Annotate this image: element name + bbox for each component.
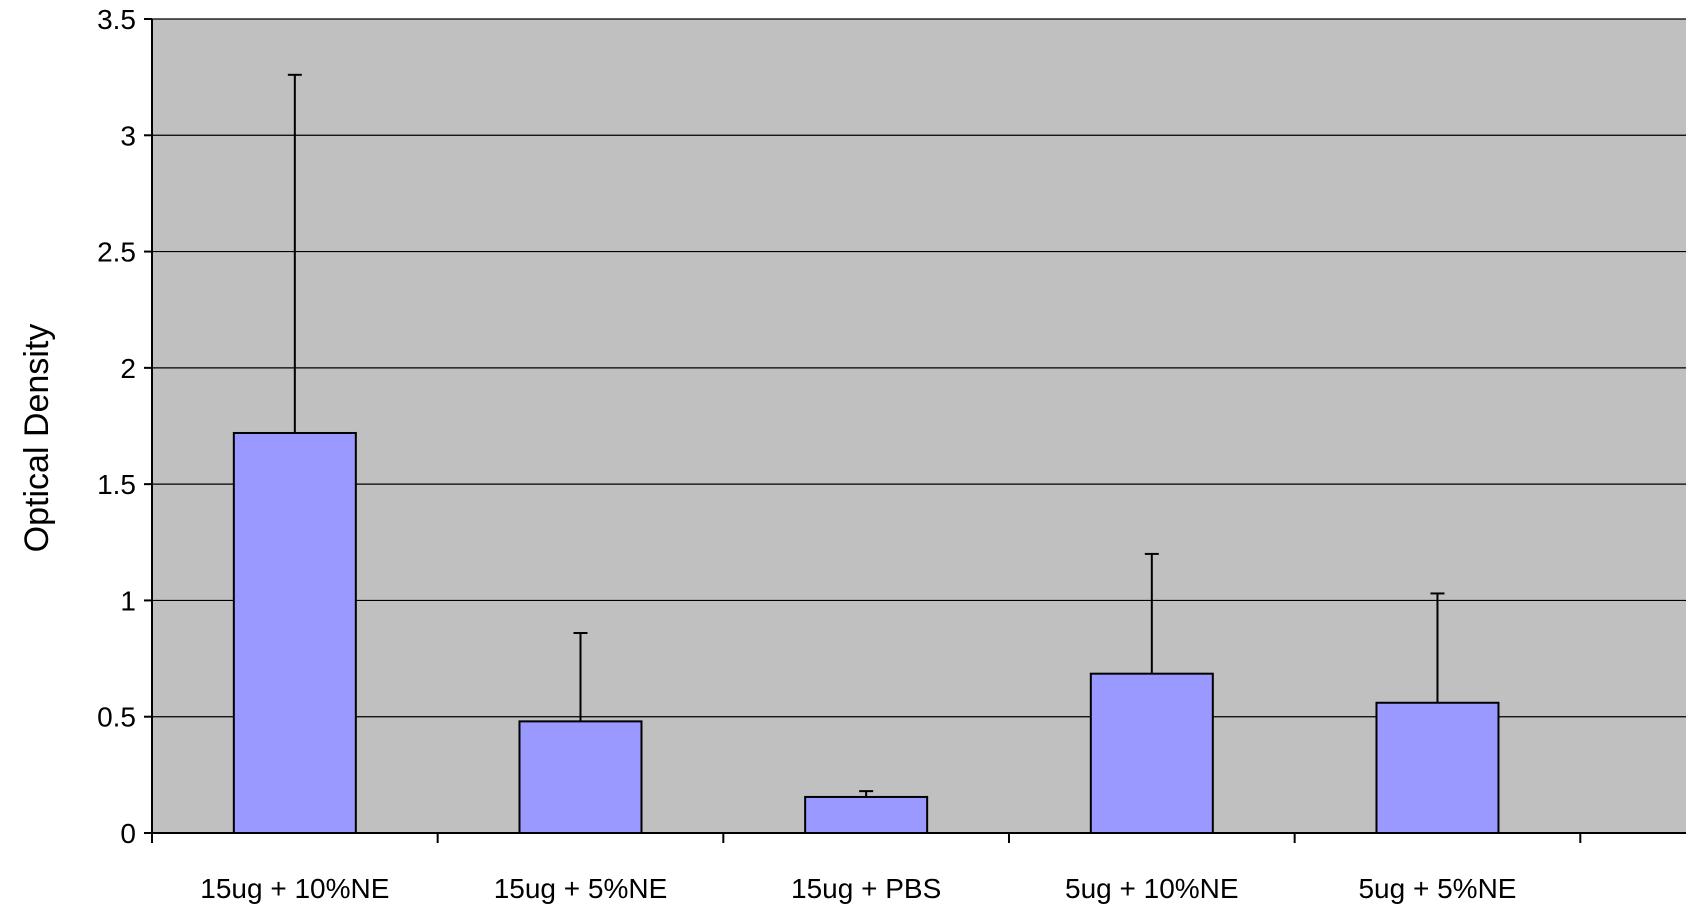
bar: [1089, 672, 1214, 835]
plot-area: [152, 19, 1686, 833]
x-category-label: 5ug + 10%NE: [1065, 873, 1239, 904]
gridlines: [152, 18, 1686, 718]
axes: [144, 18, 1686, 843]
x-category-label: 15ug + 5%NE: [494, 873, 668, 904]
error-bars: [287, 73, 1445, 797]
y-tick-label: 3.5: [97, 4, 136, 35]
y-tick-label: 1: [120, 585, 136, 616]
bar: [1375, 701, 1500, 835]
y-tick-labels: 0 0.5 1 1.5 2 2.5 3 3.5: [97, 4, 136, 849]
x-category-label: 5ug + 5%NE: [1358, 873, 1516, 904]
bar: [804, 795, 929, 834]
y-tick-label: 1.5: [97, 469, 136, 500]
y-tick-label: 2: [120, 353, 136, 384]
y-tick-label: 0.5: [97, 702, 136, 733]
x-category-label: 15ug + PBS: [791, 873, 941, 904]
x-category-label: 15ug + 10%NE: [200, 873, 389, 904]
y-tick-label: 0: [120, 818, 136, 849]
bar: [232, 431, 357, 834]
x-category-labels: 15ug + 10%NE 15ug + 5%NE 15ug + PBS 5ug + 1…: [200, 873, 1516, 904]
bar: [518, 720, 643, 835]
y-tick-label: 3: [120, 120, 136, 151]
y-tick-label: 2.5: [97, 237, 136, 268]
y-axis-title: Optical Density: [18, 324, 56, 553]
